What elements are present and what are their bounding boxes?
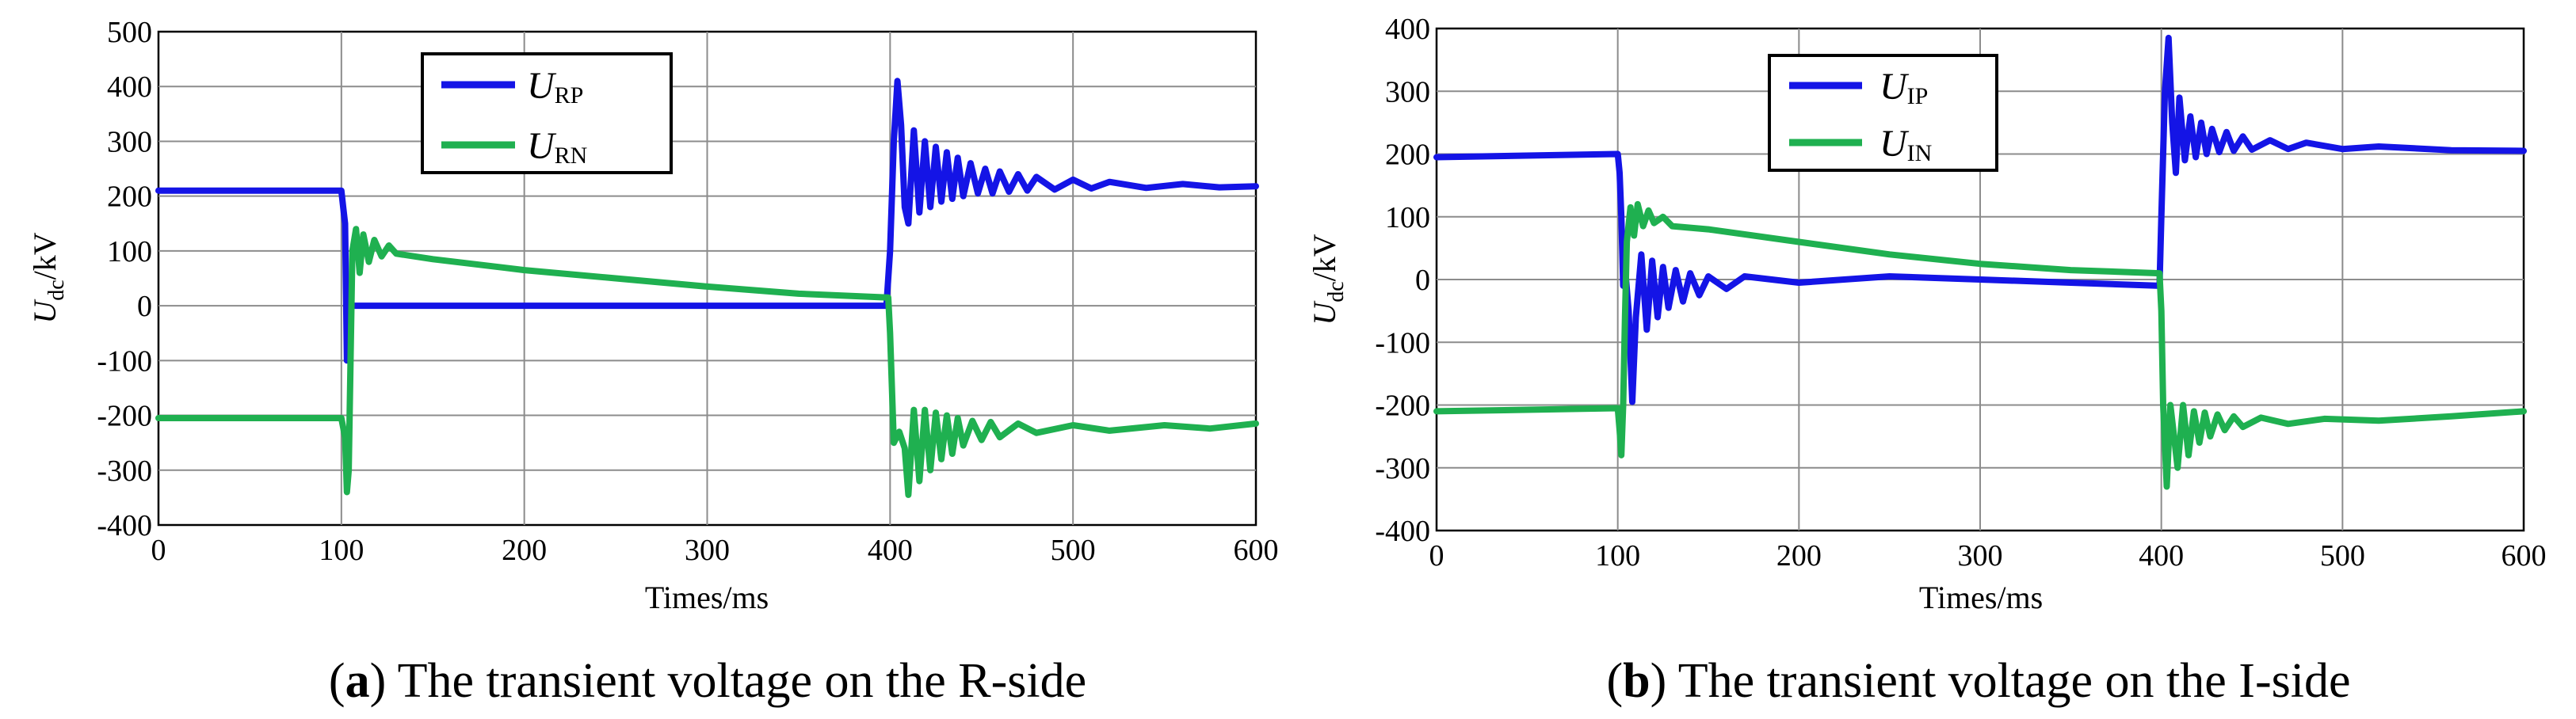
legend-b: UIP UIN — [1768, 54, 1998, 172]
series-a — [155, 78, 1259, 498]
caption-a: (a) The transient voltage on the R-side — [329, 654, 1086, 708]
y-tick-label-400: 400 — [107, 70, 152, 104]
x-tick-label-300: 300 — [1958, 539, 2003, 573]
series-line-urp — [155, 78, 1259, 364]
x-tick-label-600: 600 — [1234, 534, 1279, 567]
x-tick-label-100: 100 — [1595, 539, 1640, 573]
x-tick-label-500: 500 — [2320, 539, 2365, 573]
x-tick-label-500: 500 — [1051, 534, 1096, 567]
y-axis-title-b: Udc/kV — [1307, 234, 1349, 325]
panel-a-chart: 500 400 300 200 100 0 -100 -200 -300 -400 0 100 200… — [27, 16, 1279, 708]
x-ticks-a: 0 100 200 300 400 500 600 — [151, 534, 1279, 567]
series-b — [1433, 34, 2527, 490]
x-axis-title-a: Times/ms — [645, 580, 769, 615]
legend-label-urp: URP — [527, 65, 583, 108]
panel-b-chart: 400 300 200 100 0 -100 -200 -300 -400 0 100 200 300… — [1307, 13, 2547, 708]
y-tick-label--400: -400 — [97, 509, 152, 542]
y-tick-label-0: 0 — [137, 290, 152, 323]
y-tick-label-100: 100 — [1385, 201, 1430, 234]
legend-label-urn: URN — [527, 125, 587, 169]
legend-label-uin: UIN — [1880, 123, 1932, 166]
y-tick-label--100: -100 — [97, 344, 152, 378]
series-line-urn — [155, 226, 1259, 498]
y-tick-label--200: -200 — [97, 400, 152, 433]
y-ticks-a: 500 400 300 200 100 0 -100 -200 -300 -400 — [97, 16, 152, 542]
x-tick-label-100: 100 — [319, 534, 364, 567]
y-tick-label-200: 200 — [107, 181, 152, 214]
x-tick-label-400: 400 — [2139, 539, 2184, 573]
caption-b: (b) The transient voltage on the I-side — [1607, 654, 2351, 708]
y-tick-label-0: 0 — [1415, 264, 1430, 297]
x-tick-label-300: 300 — [685, 534, 730, 567]
y-ticks-b: 400 300 200 100 0 -100 -200 -300 -400 — [1375, 13, 1430, 548]
series-line-uip — [1433, 34, 2527, 405]
legend-box-a — [421, 52, 673, 174]
x-axis-title-b: Times/ms — [1919, 580, 2043, 615]
x-ticks-b: 0 100 200 300 400 500 600 — [1429, 539, 2547, 573]
y-axis-title-a: Udc/kV — [27, 232, 69, 323]
y-tick-label-400: 400 — [1385, 13, 1430, 46]
y-tick-label-100: 100 — [107, 235, 152, 268]
y-tick-label-500: 500 — [107, 16, 152, 49]
x-tick-label-0: 0 — [1429, 539, 1444, 573]
x-tick-label-0: 0 — [151, 534, 166, 567]
y-tick-label--100: -100 — [1375, 326, 1430, 360]
x-tick-label-200: 200 — [1776, 539, 1822, 573]
x-tick-label-600: 600 — [2502, 539, 2547, 573]
y-tick-label--200: -200 — [1375, 390, 1430, 423]
y-tick-label--300: -300 — [1375, 452, 1430, 485]
y-tick-label--400: -400 — [1375, 515, 1430, 548]
grid-a — [158, 32, 1256, 525]
grid-b — [1437, 29, 2524, 531]
legend-box-b — [1768, 54, 1998, 172]
series-line-uin — [1433, 200, 2527, 490]
y-tick-label-300: 300 — [107, 125, 152, 158]
legend-label-uip: UIP — [1880, 66, 1928, 109]
x-tick-label-200: 200 — [502, 534, 547, 567]
legend-a: URP URN — [421, 52, 673, 174]
y-tick-label--300: -300 — [97, 455, 152, 488]
y-tick-label-300: 300 — [1385, 75, 1430, 108]
y-tick-label-200: 200 — [1385, 139, 1430, 172]
x-tick-label-400: 400 — [868, 534, 913, 567]
